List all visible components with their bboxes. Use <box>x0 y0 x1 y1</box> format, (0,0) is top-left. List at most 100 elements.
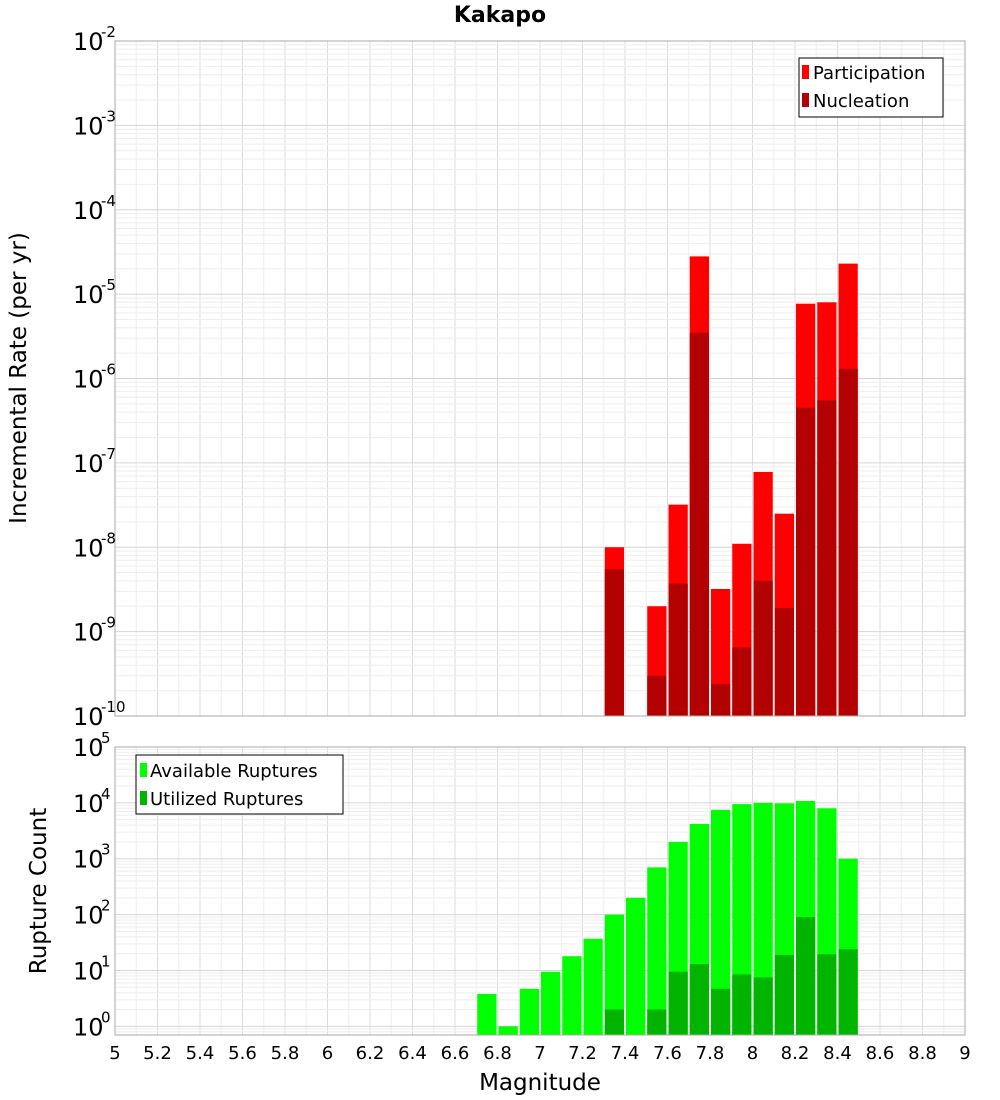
rate-bar-nucleation <box>689 332 709 716</box>
rupture-bar-available-ruptures <box>753 802 773 1035</box>
rate-bar-nucleation <box>753 580 773 716</box>
rupture-y-tick-exponent: 0 <box>101 1008 111 1026</box>
magnitude-x-tick-labels: 5 5.2 5.4 5.6 5.8 6 6.2 6.4 6.6 6.8 7 7.2 7.4 7.6 7.8 8… <box>109 1043 970 1064</box>
magnitude-x-axis-label: Magnitude <box>479 1070 601 1096</box>
magnitude-x-tick-label: 8.4 <box>823 1043 852 1064</box>
magnitude-x-tick-label: 8.2 <box>781 1043 810 1064</box>
rate-y-tick-label: 10 <box>73 112 104 140</box>
magnitude-x-tick-label: 5.2 <box>143 1043 172 1064</box>
rate-y-tick-exponent: -2 <box>101 23 116 41</box>
rupture-bar-available-ruptures <box>562 956 582 1035</box>
rupture-plot-bars <box>477 801 858 1035</box>
rate-y-tick-label: 10 <box>73 619 104 647</box>
rate-bar-nucleation <box>711 683 731 716</box>
rupture-bar-available-ruptures <box>711 809 731 1035</box>
rate-y-tick-label: 10 <box>73 281 104 309</box>
rupture-y-tick-exponent: 5 <box>101 729 111 747</box>
rate-bar-nucleation <box>668 583 688 716</box>
nucleation-legend-swatch <box>802 93 809 107</box>
magnitude-x-tick-label: 6.8 <box>483 1043 512 1064</box>
rate-plot-frame <box>114 40 966 717</box>
rate-bar-nucleation <box>647 675 667 716</box>
magnitude-x-tick-label: 8 <box>747 1043 758 1064</box>
rate-y-tick-label: 10 <box>73 450 104 478</box>
utilized-ruptures-legend-swatch <box>140 791 147 805</box>
magnitude-x-tick-label: 5 <box>109 1043 120 1064</box>
rupture-legend-box <box>135 754 344 815</box>
rupture-y-axis-label: Rupture Count <box>26 808 52 974</box>
rate-y-tick-exponent: -10 <box>101 698 126 716</box>
rupture-bar-utilized-ruptures <box>774 954 794 1035</box>
rate-y-tick-label: 10 <box>73 28 104 56</box>
rate-y-tick-exponent: -9 <box>101 614 116 632</box>
rate-legend: Participation Nucleation <box>798 57 944 118</box>
rate-y-tick-label: 10 <box>73 703 104 731</box>
rate-plot-bars <box>604 256 858 716</box>
rate-plot-grid <box>114 40 966 717</box>
rate-legend-box <box>798 57 944 118</box>
rate-y-tick-label: 10 <box>73 197 104 225</box>
rupture-bar-available-ruptures <box>498 1026 518 1035</box>
rupture-y-tick-exponent: 4 <box>101 785 111 803</box>
nucleation-legend-label: Nucleation <box>813 91 909 112</box>
rupture-bar-available-ruptures <box>626 897 646 1035</box>
rupture-bar-utilized-ruptures <box>753 977 773 1035</box>
magnitude-x-tick-label: 5.8 <box>271 1043 300 1064</box>
chart-title: Kakapo <box>454 3 546 28</box>
magnitude-x-tick-label: 6.4 <box>398 1043 427 1064</box>
rupture-bar-utilized-ruptures <box>817 954 837 1035</box>
available-ruptures-legend-label: Available Ruptures <box>150 761 318 782</box>
rupture-bar-utilized-ruptures <box>689 964 709 1035</box>
magnitude-x-tick-label: 7 <box>534 1043 545 1064</box>
participation-legend-swatch <box>802 65 809 79</box>
rate-bar-nucleation <box>732 647 752 716</box>
rupture-bar-available-ruptures <box>583 938 603 1035</box>
rupture-y-tick-label: 10 <box>73 1013 104 1041</box>
rupture-bar-utilized-ruptures <box>838 949 858 1035</box>
rate-bar-nucleation <box>796 407 816 716</box>
magnitude-x-tick-label: 8.6 <box>866 1043 895 1064</box>
magnitude-x-tick-label: 6.6 <box>441 1043 470 1064</box>
rate-bar-nucleation <box>604 569 624 716</box>
rate-y-tick-exponent: -4 <box>101 192 116 210</box>
rate-y-tick-exponent: -7 <box>101 445 116 463</box>
rate-y-tick-exponent: -3 <box>101 107 116 125</box>
rate-y-tick-exponent: -6 <box>101 361 116 379</box>
rupture-y-tick-exponent: 3 <box>101 841 111 859</box>
rupture-bar-utilized-ruptures <box>711 988 731 1035</box>
rupture-bar-available-ruptures <box>541 971 561 1035</box>
utilized-ruptures-legend-label: Utilized Ruptures <box>150 789 303 810</box>
rupture-bar-utilized-ruptures <box>796 917 816 1035</box>
magnitude-x-tick-label: 6 <box>322 1043 333 1064</box>
rupture-y-tick-label: 10 <box>73 902 104 930</box>
rate-bar-nucleation <box>774 608 794 716</box>
rupture-y-tick-exponent: 1 <box>101 952 111 970</box>
available-ruptures-legend-swatch <box>140 763 147 777</box>
rupture-bar-available-ruptures <box>604 914 624 1035</box>
rupture-bar-available-ruptures <box>519 988 539 1035</box>
rate-y-tick-label: 10 <box>73 534 104 562</box>
rupture-bar-utilized-ruptures <box>604 1009 624 1035</box>
rupture-bar-utilized-ruptures <box>732 974 752 1035</box>
rupture-y-tick-label: 10 <box>73 846 104 874</box>
rate-bar-nucleation <box>838 368 858 716</box>
participation-legend-label: Participation <box>813 63 925 84</box>
rupture-y-tick-label: 10 <box>73 957 104 985</box>
rate-y-axis-label: Incremental Rate (per yr) <box>6 232 32 524</box>
rupture-bar-utilized-ruptures <box>647 1009 667 1035</box>
magnitude-x-tick-label: 6.2 <box>356 1043 385 1064</box>
rupture-y-tick-label: 10 <box>73 790 104 818</box>
magnitude-x-tick-label: 8.8 <box>908 1043 937 1064</box>
magnitude-x-tick-label: 7.2 <box>568 1043 597 1064</box>
rate-bar-nucleation <box>817 400 837 716</box>
magnitude-x-tick-label: 7.6 <box>653 1043 682 1064</box>
rupture-plot-frame <box>114 746 966 1036</box>
rupture-y-tick-exponent: 2 <box>101 897 111 915</box>
magnitude-x-tick-label: 5.4 <box>186 1043 215 1064</box>
rupture-bar-available-ruptures <box>647 867 667 1035</box>
rate-y-tick-label: 10 <box>73 366 104 394</box>
